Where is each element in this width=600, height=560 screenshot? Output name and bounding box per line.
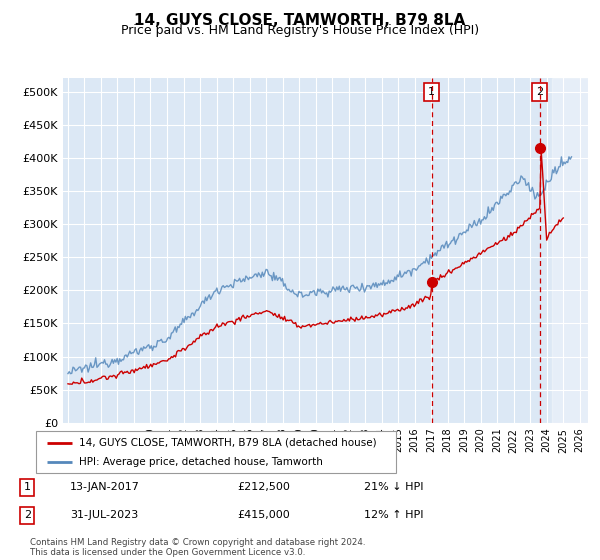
Text: 12% ↑ HPI: 12% ↑ HPI bbox=[364, 510, 423, 520]
Text: 13-JAN-2017: 13-JAN-2017 bbox=[70, 482, 140, 492]
Text: £212,500: £212,500 bbox=[237, 482, 290, 492]
FancyBboxPatch shape bbox=[36, 431, 396, 473]
Text: 2: 2 bbox=[536, 87, 544, 97]
Text: Price paid vs. HM Land Registry's House Price Index (HPI): Price paid vs. HM Land Registry's House … bbox=[121, 24, 479, 37]
Text: £415,000: £415,000 bbox=[237, 510, 290, 520]
Text: HPI: Average price, detached house, Tamworth: HPI: Average price, detached house, Tamw… bbox=[79, 457, 323, 467]
Text: 31-JUL-2023: 31-JUL-2023 bbox=[70, 510, 138, 520]
Text: 2: 2 bbox=[24, 510, 31, 520]
Text: 14, GUYS CLOSE, TAMWORTH, B79 8LA (detached house): 14, GUYS CLOSE, TAMWORTH, B79 8LA (detac… bbox=[79, 437, 377, 447]
Text: 14, GUYS CLOSE, TAMWORTH, B79 8LA: 14, GUYS CLOSE, TAMWORTH, B79 8LA bbox=[134, 13, 466, 29]
Text: 1: 1 bbox=[428, 87, 436, 97]
Bar bbox=[551, 78, 588, 423]
Text: Contains HM Land Registry data © Crown copyright and database right 2024.
This d: Contains HM Land Registry data © Crown c… bbox=[30, 538, 365, 557]
Text: 21% ↓ HPI: 21% ↓ HPI bbox=[364, 482, 423, 492]
Text: 1: 1 bbox=[24, 482, 31, 492]
